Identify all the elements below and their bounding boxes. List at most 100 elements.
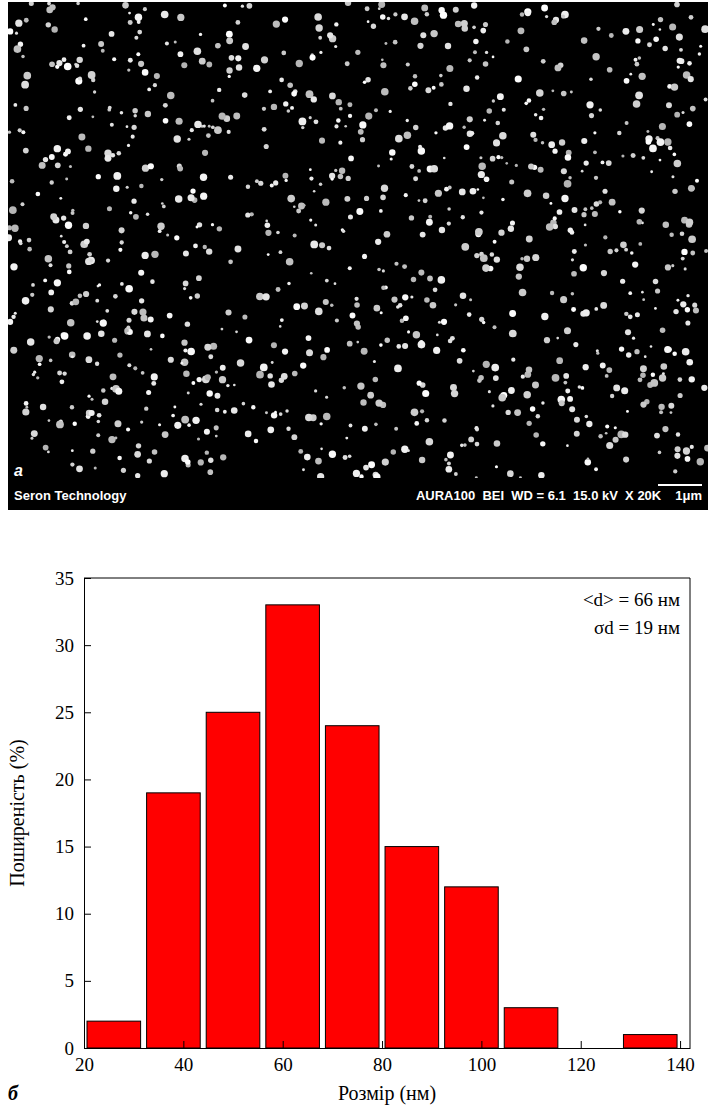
particle [187, 348, 195, 356]
particle [76, 2, 79, 5]
particle [350, 313, 356, 319]
particle [638, 377, 643, 382]
particle [342, 229, 346, 233]
particle [189, 296, 193, 300]
particle [185, 321, 190, 326]
particle [571, 258, 574, 261]
particle [22, 408, 29, 415]
page: aSeron Technology1μmAURA100 BEI WD = 6.1… [0, 0, 716, 1113]
particle [624, 312, 628, 316]
particle [634, 349, 639, 354]
particle [129, 211, 132, 214]
particle [121, 468, 126, 473]
particle [183, 370, 189, 376]
particle [211, 125, 215, 129]
particle [510, 221, 515, 226]
particle [174, 422, 181, 429]
particle [137, 30, 142, 35]
particle [273, 20, 280, 27]
particle [681, 249, 687, 255]
particle [265, 222, 271, 228]
y-tick-label: 5 [65, 970, 75, 991]
particle [551, 19, 557, 25]
particle [509, 180, 514, 185]
particle [226, 67, 232, 73]
particle [133, 366, 137, 370]
particle [425, 87, 431, 93]
particle [461, 215, 465, 219]
particle [381, 286, 386, 291]
particle [552, 149, 557, 154]
particle [365, 6, 370, 11]
particle [199, 58, 206, 65]
particle [605, 424, 609, 428]
x-tick: 60 [274, 1041, 293, 1075]
particle [345, 2, 351, 6]
particle [626, 352, 631, 357]
particle [323, 413, 331, 421]
particle [127, 318, 132, 323]
particle [242, 43, 249, 50]
particle [102, 319, 105, 322]
particle [206, 62, 212, 68]
particle [543, 193, 550, 200]
particle [698, 52, 701, 55]
particle [527, 421, 532, 426]
particle [568, 176, 571, 179]
particle [133, 214, 139, 220]
particle [67, 270, 72, 275]
particle [532, 382, 539, 389]
particle [228, 75, 231, 78]
particle [483, 61, 489, 67]
particle [525, 10, 531, 16]
particle [111, 153, 115, 157]
bar [504, 1008, 558, 1048]
particle [304, 454, 311, 461]
particle [127, 144, 130, 147]
particle [630, 251, 634, 255]
particle [180, 362, 183, 365]
particle [315, 458, 322, 465]
particle [555, 64, 562, 71]
particle [319, 138, 325, 144]
particle [48, 419, 51, 422]
particle [331, 178, 334, 181]
particle [623, 457, 629, 463]
y-tick-label: 10 [55, 903, 74, 924]
particle [596, 352, 599, 355]
particle [649, 145, 657, 153]
particle [314, 223, 317, 226]
particle [434, 131, 437, 134]
particle [198, 459, 204, 465]
particle [674, 160, 682, 168]
particle [59, 379, 64, 384]
particle [423, 198, 428, 203]
particle [113, 294, 118, 299]
particle [67, 115, 72, 120]
particle [32, 373, 35, 376]
particle [329, 93, 336, 100]
particle [601, 160, 605, 164]
particle [420, 409, 424, 413]
particle [105, 309, 109, 313]
particle [674, 112, 680, 118]
particle [279, 412, 283, 416]
particle [519, 476, 522, 478]
y-tick-mark [84, 914, 91, 915]
particle [446, 122, 453, 129]
particle [379, 209, 383, 213]
particle [68, 249, 73, 254]
particle [600, 302, 607, 309]
particle [336, 118, 341, 123]
particle [138, 270, 144, 276]
particle [451, 390, 458, 397]
particle [475, 442, 480, 447]
y-tick-label: 15 [55, 836, 74, 857]
particle [113, 186, 119, 192]
particle [581, 170, 584, 173]
particle [541, 59, 546, 64]
particle [247, 3, 253, 9]
x-tick-mark [183, 1041, 184, 1048]
particle [344, 196, 350, 202]
particle [21, 130, 25, 134]
